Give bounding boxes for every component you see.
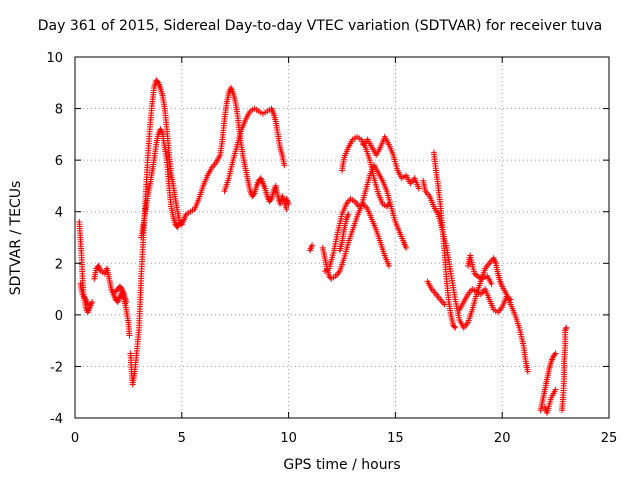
series-arc-19 xyxy=(465,252,495,287)
x-axis-label: GPS time / hours xyxy=(283,457,401,473)
data-point xyxy=(552,350,559,357)
series-arc-17 xyxy=(424,278,448,308)
series-arc-20 xyxy=(537,350,559,414)
data-point xyxy=(403,244,410,251)
series-arc-14 xyxy=(360,133,422,192)
series-arc-9 xyxy=(306,242,316,254)
axis-ticks xyxy=(74,56,610,419)
x-tick-labels: 0 5 10 15 20 25 xyxy=(71,431,617,446)
data-point xyxy=(524,368,531,375)
x-tick-label: 25 xyxy=(601,431,618,446)
data-point xyxy=(84,301,91,308)
data-point xyxy=(385,262,392,269)
series-arc-13 xyxy=(339,133,392,210)
data-point xyxy=(283,206,290,213)
series-arc-18 xyxy=(456,286,514,316)
data-point xyxy=(488,280,495,287)
data-point xyxy=(126,332,133,339)
data-point xyxy=(562,327,569,334)
x-tick-label: 5 xyxy=(178,431,186,446)
data-point xyxy=(507,296,514,303)
series-arc-3 xyxy=(91,262,133,339)
plot-frame xyxy=(74,56,610,419)
data-point xyxy=(551,351,558,358)
y-tick-label: -4 xyxy=(50,412,63,427)
y-tick-labels: -4 -2 0 2 4 6 8 10 xyxy=(46,51,63,427)
y-tick-label: 4 xyxy=(55,206,63,221)
y-tick-label: 2 xyxy=(55,257,63,272)
series-arc-7 xyxy=(221,105,288,195)
series-arc-21 xyxy=(541,386,559,416)
data-points xyxy=(76,77,570,416)
data-point xyxy=(281,162,288,169)
data-point xyxy=(385,200,392,207)
y-tick-label: 0 xyxy=(55,309,63,324)
data-point xyxy=(345,211,352,218)
data-point xyxy=(250,191,257,198)
x-tick-label: 10 xyxy=(280,431,297,446)
y-tick-label: -2 xyxy=(50,360,63,375)
data-point xyxy=(309,242,316,249)
data-point xyxy=(562,326,569,333)
data-point xyxy=(154,78,161,85)
data-point xyxy=(117,284,124,291)
data-point xyxy=(89,298,96,305)
chart-title: Day 361 of 2015, Sidereal Day-to-day VTE… xyxy=(37,18,603,34)
x-tick-label: 15 xyxy=(387,431,404,446)
data-point xyxy=(123,298,130,305)
y-axis-label: SDTVAR / TECUs xyxy=(8,180,24,296)
data-point xyxy=(451,323,458,330)
data-point xyxy=(563,324,570,331)
data-point xyxy=(176,219,183,226)
series-arc-16 xyxy=(430,149,459,331)
data-point xyxy=(384,202,391,209)
x-tick-label: 20 xyxy=(494,431,511,446)
series-arc-22 xyxy=(559,324,570,414)
grid-lines xyxy=(75,57,609,418)
data-point xyxy=(441,301,448,308)
y-tick-label: 6 xyxy=(55,154,63,169)
series-arc-12 xyxy=(336,211,352,254)
y-tick-label: 8 xyxy=(55,103,63,118)
data-point xyxy=(267,197,274,204)
data-point xyxy=(552,386,559,393)
series-arc-5 xyxy=(127,77,290,388)
data-point xyxy=(415,185,422,192)
y-tick-label: 10 xyxy=(46,51,63,66)
data-point xyxy=(452,324,459,331)
series-arc-2 xyxy=(77,280,91,308)
series-arc-8 xyxy=(283,195,292,207)
series-arc-4 xyxy=(112,283,130,305)
data-point xyxy=(285,200,292,207)
series-arc-11 xyxy=(321,195,392,275)
series-arc-6 xyxy=(138,126,183,241)
x-tick-label: 0 xyxy=(71,431,79,446)
